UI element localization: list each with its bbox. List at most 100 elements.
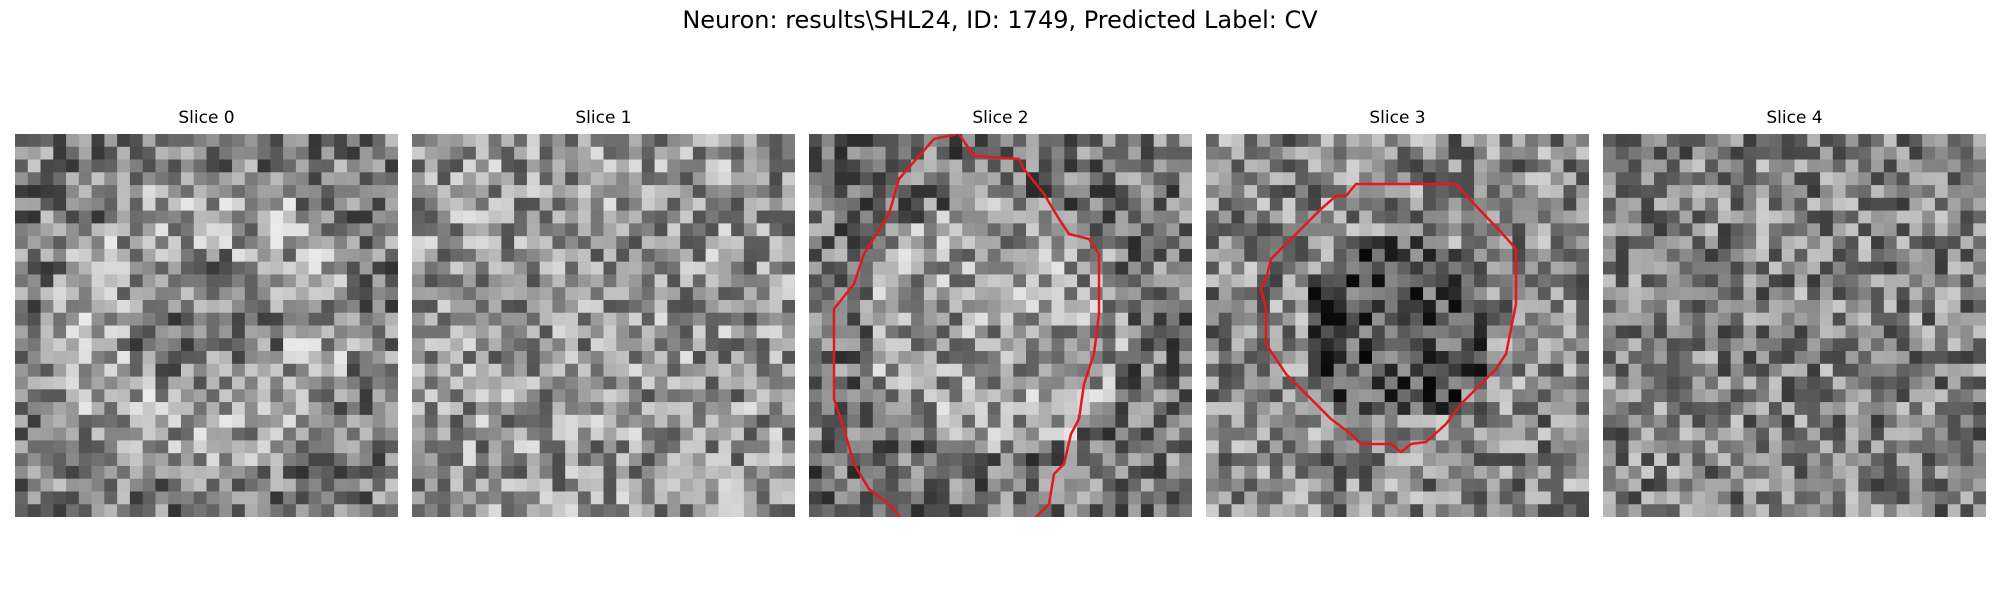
pixel <box>66 465 80 480</box>
pixel <box>1781 185 1795 199</box>
pixel <box>860 491 874 505</box>
pixel <box>1730 338 1744 352</box>
pixel <box>885 236 899 250</box>
pixel <box>1615 491 1630 505</box>
pixel <box>232 261 246 275</box>
pixel <box>936 465 950 480</box>
pixel <box>1423 210 1437 224</box>
pixel <box>1384 504 1398 517</box>
pixel <box>1922 312 1936 326</box>
pixel <box>257 491 271 505</box>
pixel <box>334 351 348 365</box>
pixel <box>1883 325 1898 339</box>
pixel <box>552 402 566 416</box>
pixel <box>1960 414 1974 429</box>
pixel <box>911 172 925 186</box>
pixel <box>974 185 989 199</box>
pixel <box>1845 491 1859 505</box>
pixel <box>1832 427 1847 441</box>
pixel <box>834 172 848 186</box>
pixel <box>603 236 617 250</box>
pixel <box>1525 491 1539 505</box>
pixel <box>1807 172 1821 186</box>
pixel <box>641 197 656 212</box>
pixel <box>1807 504 1821 517</box>
pixel <box>898 185 912 199</box>
pixel <box>104 351 118 365</box>
pixel <box>206 351 220 365</box>
pixel <box>1576 146 1589 161</box>
pixel <box>1153 159 1167 173</box>
pixel <box>1140 402 1155 416</box>
pixel <box>53 197 67 212</box>
pixel <box>1730 312 1744 326</box>
pixel <box>180 453 195 467</box>
pixel <box>1474 299 1488 314</box>
pixel <box>1359 351 1373 365</box>
pixel <box>232 210 246 224</box>
pixel <box>987 389 1001 403</box>
pixel <box>1474 491 1488 505</box>
pixel <box>1474 351 1488 365</box>
pixel <box>743 440 758 454</box>
pixel <box>1973 287 1986 301</box>
pixel <box>1308 172 1322 186</box>
pixel <box>295 389 310 403</box>
pixel <box>1384 172 1398 186</box>
pixel <box>552 376 566 390</box>
pixel <box>1781 197 1795 212</box>
pixel <box>168 504 182 517</box>
pixel <box>40 287 54 301</box>
pixel <box>1845 274 1859 288</box>
pixel <box>705 185 719 199</box>
pixel <box>923 427 938 441</box>
pixel <box>692 491 707 505</box>
pixel <box>412 197 426 212</box>
pixel <box>334 440 348 454</box>
pixel <box>577 261 592 275</box>
pixel <box>1730 146 1744 161</box>
pixel <box>1628 312 1642 326</box>
pixel <box>629 376 643 390</box>
pixel <box>142 134 156 148</box>
pixel <box>1077 389 1091 403</box>
pixel <box>1947 159 1961 173</box>
pixel <box>359 440 373 454</box>
pixel <box>1973 159 1986 173</box>
pixel <box>705 440 719 454</box>
pixel <box>104 134 118 148</box>
pixel <box>91 248 105 263</box>
pixel <box>526 402 541 416</box>
pixel <box>629 223 643 237</box>
pixel <box>1871 491 1885 505</box>
pixel <box>1820 376 1834 390</box>
pixel <box>680 146 694 161</box>
pixel <box>1346 504 1360 517</box>
pixel <box>590 491 604 505</box>
pixel <box>1628 414 1642 429</box>
pixel <box>1960 197 1974 212</box>
pixel <box>577 197 592 212</box>
pixel <box>1346 236 1360 250</box>
pixel <box>1679 414 1693 429</box>
pixel <box>1781 299 1795 314</box>
pixel <box>1947 440 1961 454</box>
pixel <box>565 363 579 378</box>
pixel <box>117 338 131 352</box>
pixel <box>1166 146 1180 161</box>
pixel <box>372 146 386 161</box>
pixel <box>1397 274 1411 288</box>
pixel <box>885 274 899 288</box>
pixel <box>206 172 220 186</box>
pixel <box>1781 236 1795 250</box>
pixel <box>809 414 823 429</box>
pixel <box>1461 210 1475 224</box>
pixel <box>1308 491 1322 505</box>
pixel <box>821 236 836 250</box>
pixel <box>911 223 925 237</box>
pixel <box>885 223 899 237</box>
pixel <box>962 185 976 199</box>
pixel <box>1038 223 1053 237</box>
pixel <box>1077 287 1091 301</box>
pixel <box>1282 504 1296 517</box>
